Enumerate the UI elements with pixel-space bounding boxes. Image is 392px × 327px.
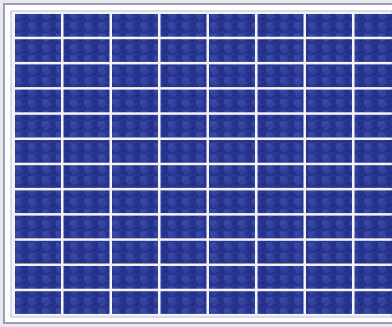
solar-cell <box>258 64 304 87</box>
solar-cell <box>209 241 255 264</box>
solar-cell <box>64 64 110 87</box>
solar-cell <box>209 216 255 239</box>
solar-cell <box>306 14 352 37</box>
solar-cell <box>64 291 110 314</box>
solar-cell <box>355 165 392 188</box>
solar-cell <box>64 266 110 289</box>
solar-cell <box>15 241 61 264</box>
solar-cell <box>112 165 158 188</box>
solar-cell <box>355 39 392 62</box>
solar-cell <box>161 266 207 289</box>
solar-cell <box>64 241 110 264</box>
solar-cell <box>161 241 207 264</box>
solar-cell <box>258 291 304 314</box>
solar-cell <box>64 14 110 37</box>
solar-cell <box>355 241 392 264</box>
solar-cell <box>306 165 352 188</box>
solar-cell <box>64 190 110 213</box>
solar-cell <box>112 266 158 289</box>
solar-cell <box>15 165 61 188</box>
solar-cell <box>161 190 207 213</box>
solar-cell <box>306 241 352 264</box>
solar-cell <box>306 39 352 62</box>
solar-cell <box>15 190 61 213</box>
solar-cell <box>258 14 304 37</box>
solar-cell <box>209 90 255 113</box>
solar-cell <box>15 216 61 239</box>
solar-cell <box>355 291 392 314</box>
solar-cell <box>161 165 207 188</box>
solar-cell <box>258 216 304 239</box>
solar-cell <box>161 140 207 163</box>
solar-cell <box>64 165 110 188</box>
solar-cell <box>209 291 255 314</box>
solar-cell <box>355 64 392 87</box>
solar-cell <box>209 14 255 37</box>
solar-cell <box>209 39 255 62</box>
solar-cell <box>258 266 304 289</box>
solar-cell <box>306 190 352 213</box>
solar-cell <box>15 266 61 289</box>
solar-cell <box>112 90 158 113</box>
solar-cell <box>15 140 61 163</box>
solar-cell <box>112 140 158 163</box>
solar-cell <box>112 39 158 62</box>
solar-cell <box>112 216 158 239</box>
solar-cell <box>161 90 207 113</box>
solar-cell <box>258 140 304 163</box>
solar-cell <box>64 39 110 62</box>
solar-cell <box>15 39 61 62</box>
solar-cell <box>112 291 158 314</box>
solar-cell <box>209 115 255 138</box>
solar-cell <box>306 90 352 113</box>
solar-cell <box>258 90 304 113</box>
solar-cell <box>15 14 61 37</box>
solar-cell <box>161 14 207 37</box>
solar-cell <box>355 14 392 37</box>
solar-cell <box>209 190 255 213</box>
solar-cell <box>355 266 392 289</box>
solar-cell <box>258 165 304 188</box>
solar-cell <box>64 140 110 163</box>
solar-cell <box>355 216 392 239</box>
solar-cell <box>15 115 61 138</box>
page: (() => { const g = document.getElementBy… <box>0 0 392 327</box>
solar-cell <box>209 165 255 188</box>
solar-cell <box>258 190 304 213</box>
solar-cell <box>64 115 110 138</box>
solar-cell <box>161 291 207 314</box>
solar-cell <box>15 291 61 314</box>
solar-cell <box>209 140 255 163</box>
solar-cell <box>112 241 158 264</box>
solar-cell <box>258 241 304 264</box>
solar-cell <box>112 190 158 213</box>
solar-cell <box>355 90 392 113</box>
solar-cell <box>112 64 158 87</box>
solar-cell <box>161 216 207 239</box>
solar-cell <box>112 14 158 37</box>
solar-cell <box>306 216 352 239</box>
solar-cell <box>306 291 352 314</box>
solar-cell <box>209 64 255 87</box>
solar-cell <box>258 115 304 138</box>
solar-cell <box>112 115 158 138</box>
solar-cell <box>306 266 352 289</box>
solar-cell <box>64 90 110 113</box>
solar-cell <box>355 190 392 213</box>
solar-cell <box>355 140 392 163</box>
solar-cell <box>161 115 207 138</box>
solar-cell <box>209 266 255 289</box>
solar-cell <box>15 64 61 87</box>
solar-cell <box>161 64 207 87</box>
solar-cell <box>306 140 352 163</box>
solar-cell <box>306 115 352 138</box>
solar-cell <box>15 90 61 113</box>
solar-cell <box>355 115 392 138</box>
solar-cell <box>64 216 110 239</box>
solar-cell <box>161 39 207 62</box>
solar-panel-photo <box>0 0 392 327</box>
solar-cell <box>258 39 304 62</box>
solar-cell <box>306 64 352 87</box>
